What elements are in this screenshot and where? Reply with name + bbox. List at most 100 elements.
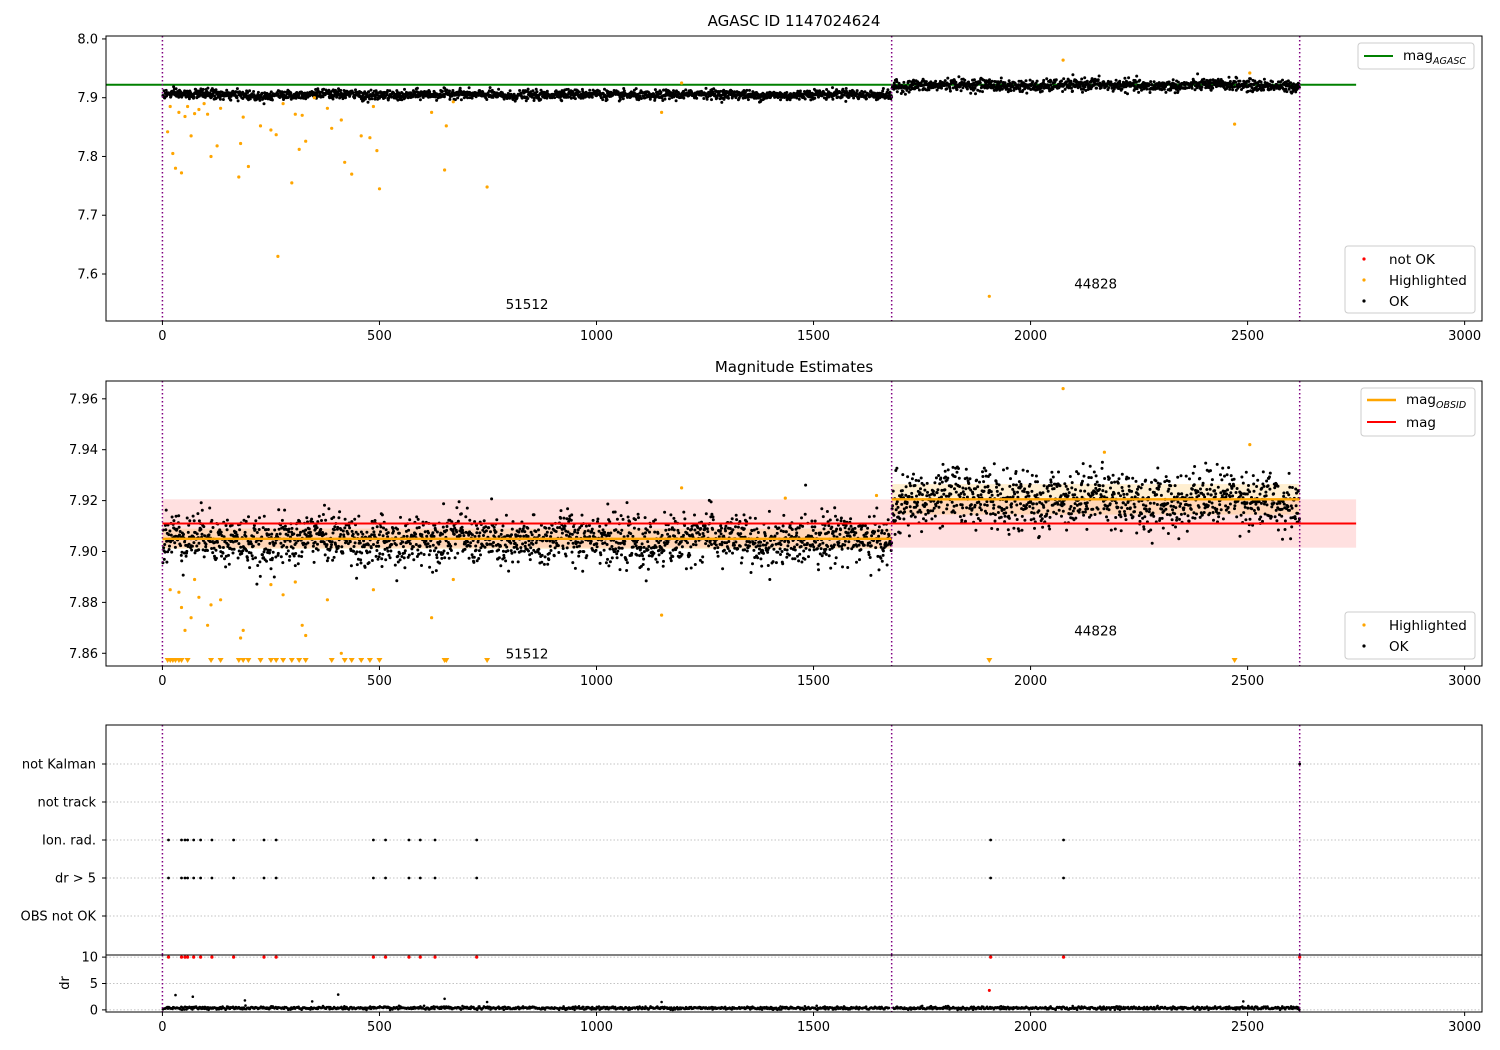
- ok-point: [245, 549, 249, 553]
- highlighted-point: [430, 110, 434, 114]
- ok-point: [192, 541, 196, 545]
- ok-point: [1285, 90, 1289, 94]
- ok-point: [704, 542, 708, 546]
- ok-point: [730, 89, 734, 93]
- ok-point: [572, 525, 575, 529]
- ok-point: [542, 562, 546, 566]
- ok-point: [828, 518, 832, 522]
- ok-point: [825, 88, 829, 91]
- ok-point: [1040, 84, 1044, 88]
- ok-point: [1065, 80, 1069, 84]
- ok-point: [734, 540, 738, 544]
- ok-point: [589, 539, 593, 543]
- ok-point: [203, 534, 207, 538]
- ok-point: [528, 553, 532, 557]
- ok-point: [565, 517, 569, 521]
- ok-point: [434, 569, 438, 573]
- ok-point: [539, 523, 543, 527]
- ok-point: [365, 530, 369, 534]
- ok-point: [353, 517, 357, 521]
- ok-point: [992, 83, 996, 87]
- ok-point: [296, 562, 300, 566]
- ok-point: [545, 530, 549, 534]
- ok-point: [637, 527, 641, 531]
- ok-point: [604, 561, 608, 565]
- ok-point: [625, 569, 629, 572]
- ok-point: [202, 525, 206, 529]
- ok-point: [276, 92, 280, 96]
- ok-point: [384, 528, 388, 532]
- ok-point: [595, 545, 599, 549]
- ok-point: [804, 546, 808, 550]
- ok-point: [235, 87, 239, 91]
- ok-point: [473, 535, 477, 538]
- ok-point: [748, 88, 751, 92]
- ok-point: [445, 528, 449, 532]
- ok-point: [1262, 88, 1266, 92]
- ok-point: [955, 88, 959, 91]
- ok-point: [350, 529, 354, 533]
- ok-point: [1049, 83, 1053, 87]
- ok-point: [173, 541, 177, 545]
- ok-point: [831, 97, 835, 101]
- agasc-xtick-label: 0: [158, 329, 166, 344]
- ok-point: [187, 97, 191, 101]
- ok-point: [265, 559, 268, 563]
- ok-point: [606, 557, 609, 561]
- ok-point: [174, 534, 178, 538]
- ok-point: [698, 533, 702, 536]
- ok-point: [663, 543, 667, 547]
- ok-point: [407, 553, 411, 557]
- ok-point: [177, 525, 181, 529]
- ok-point: [369, 546, 373, 550]
- highlighted-point: [1061, 58, 1065, 62]
- ok-point: [619, 532, 623, 535]
- ok-point: [341, 551, 345, 555]
- ok-point: [581, 569, 585, 573]
- ok-point: [624, 558, 628, 562]
- ok-point: [225, 528, 229, 532]
- ok-point: [672, 528, 676, 532]
- ok-point: [653, 530, 657, 534]
- ok-point: [1211, 86, 1215, 90]
- ok-point: [812, 548, 816, 552]
- ok-point: [268, 541, 272, 545]
- ok-point: [620, 553, 623, 557]
- highlighted-point: [189, 134, 193, 138]
- ok-point: [630, 551, 634, 555]
- ok-point: [518, 527, 522, 531]
- ok-point: [1018, 90, 1022, 93]
- ok-point: [187, 542, 191, 546]
- ok-point: [511, 520, 515, 524]
- ok-point: [623, 539, 627, 543]
- ok-point: [507, 569, 511, 573]
- ok-point: [709, 500, 713, 504]
- ok-point: [1000, 87, 1004, 91]
- ok-point: [316, 520, 320, 524]
- ok-point: [1174, 83, 1178, 87]
- ok-point: [1127, 76, 1131, 80]
- ok-point: [591, 518, 595, 522]
- ok-point: [584, 524, 588, 528]
- ok-point: [1009, 89, 1013, 93]
- highlighted-point: [350, 172, 354, 176]
- ok-point: [417, 526, 421, 529]
- ok-point: [560, 99, 564, 103]
- ok-point: [523, 530, 527, 534]
- ok-point: [663, 97, 667, 101]
- ok-point: [425, 545, 429, 549]
- ok-point: [626, 515, 630, 519]
- ok-point: [1123, 91, 1127, 94]
- ok-point: [455, 506, 459, 510]
- ok-point: [713, 546, 717, 550]
- ok-point: [283, 524, 287, 528]
- ok-point: [254, 519, 258, 523]
- ok-point: [907, 90, 911, 94]
- ok-point: [227, 553, 230, 557]
- ok-point: [529, 546, 533, 550]
- ok-point: [515, 547, 519, 551]
- ok-point: [608, 547, 612, 551]
- ok-point: [304, 533, 308, 537]
- ok-point: [972, 81, 976, 85]
